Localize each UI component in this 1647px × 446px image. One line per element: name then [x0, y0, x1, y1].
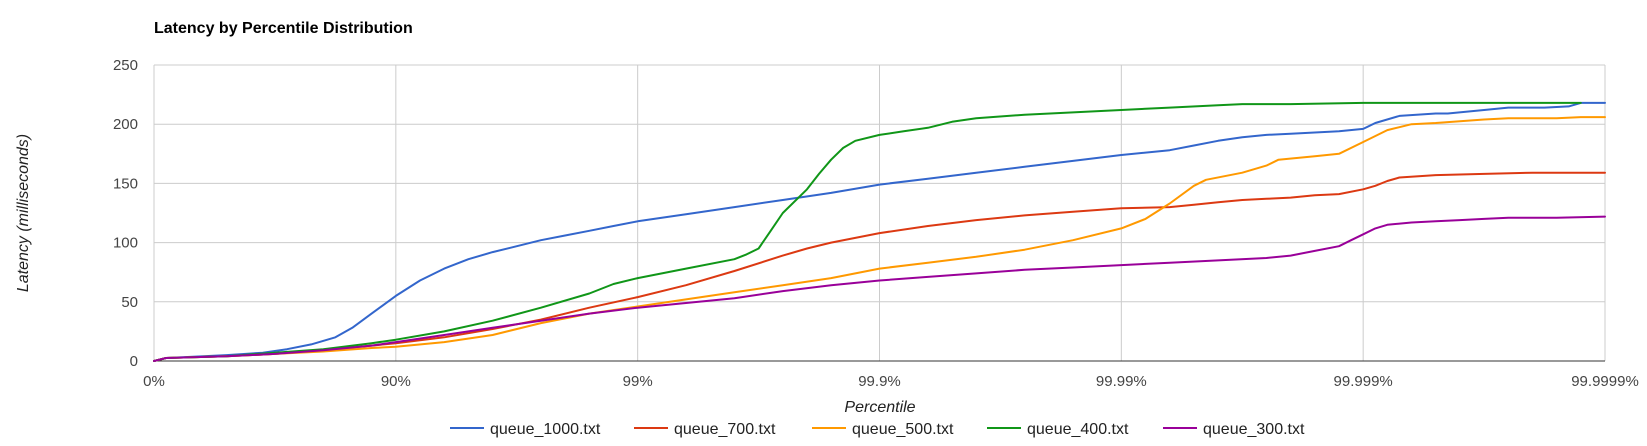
- legend-item[interactable]: queue_400.txt: [987, 421, 1129, 438]
- series-line-queue-500-txt: [153, 116, 1606, 362]
- series-line-queue-700-txt: [153, 171, 1606, 362]
- x-tick-label: 99.99%: [1096, 373, 1147, 390]
- legend-item[interactable]: queue_1000.txt: [450, 421, 601, 438]
- y-axis-title: Latency (milliseconds): [15, 134, 32, 292]
- series-line-queue-400-txt: [153, 101, 1582, 362]
- x-tick-label: 99.9999%: [1571, 373, 1639, 390]
- legend-item[interactable]: queue_500.txt: [812, 421, 954, 438]
- x-axis-title: Percentile: [844, 399, 915, 416]
- legend-label: queue_400.txt: [1027, 421, 1129, 438]
- series-line-queue-300-txt: [153, 215, 1606, 362]
- x-tick-label: 99%: [623, 373, 653, 390]
- y-tick-label: 250: [113, 57, 138, 74]
- legend[interactable]: queue_1000.txt queue_700.txt queue_500.txt…: [450, 421, 1305, 438]
- y-tick-label: 0: [130, 353, 138, 370]
- legend-item[interactable]: queue_300.txt: [1163, 421, 1305, 438]
- x-tick-label: 99.9%: [858, 373, 901, 390]
- legend-label: queue_500.txt: [852, 421, 954, 438]
- legend-label: queue_1000.txt: [490, 421, 601, 438]
- y-tick-label: 200: [113, 116, 138, 133]
- y-tick-label: 150: [113, 175, 138, 192]
- x-tick-label: 0%: [143, 373, 165, 390]
- legend-item[interactable]: queue_700.txt: [634, 421, 776, 438]
- series-lines: [153, 101, 1606, 362]
- axis-ticks: 0 50 100 150 200 250 0% 90% 99% 99.9% 99.99% 99.999…: [113, 57, 1639, 390]
- chart-title: Latency by Percentile Distribution: [154, 20, 413, 37]
- y-tick-label: 50: [121, 294, 138, 311]
- legend-label: queue_300.txt: [1203, 421, 1305, 438]
- grid-lines: [153, 64, 1606, 362]
- x-tick-label: 99.999%: [1334, 373, 1393, 390]
- series-line-queue-1000-txt: [153, 101, 1606, 362]
- x-tick-label: 90%: [381, 373, 411, 390]
- legend-label: queue_700.txt: [674, 421, 776, 438]
- y-tick-label: 100: [113, 235, 138, 252]
